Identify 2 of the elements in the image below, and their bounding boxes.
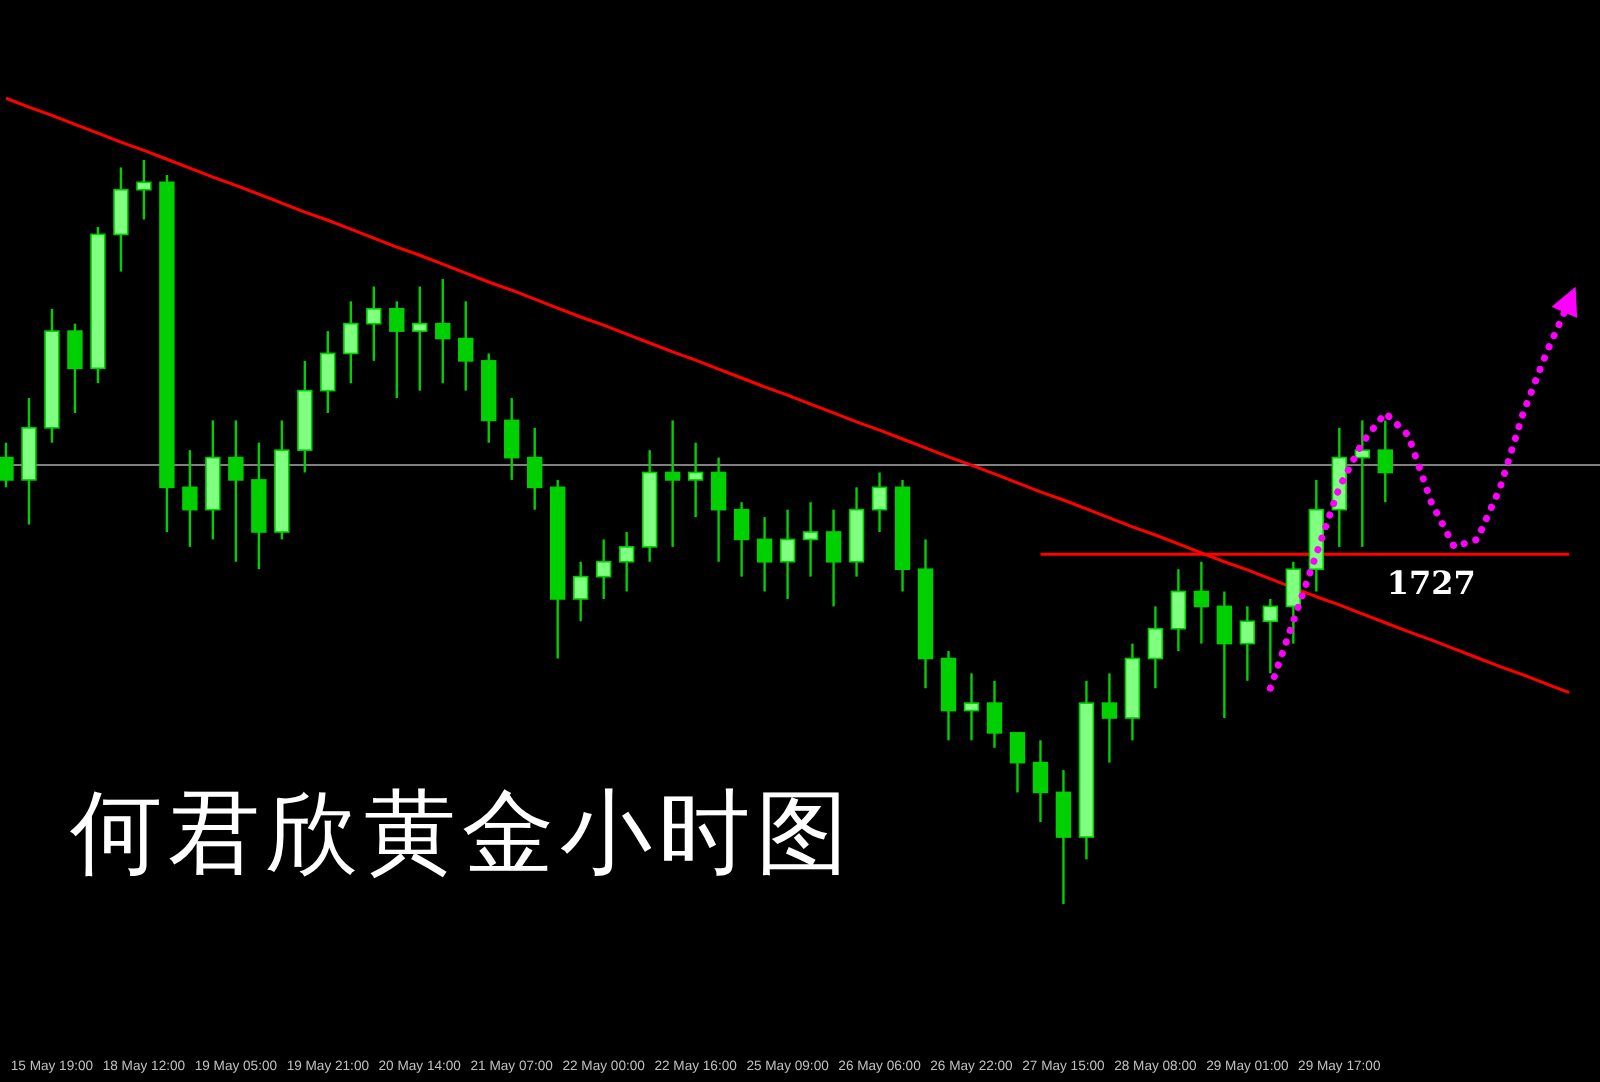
text: 何君欣黄金小时图 [70,778,854,886]
annotation: 1727 [1386,564,1476,603]
